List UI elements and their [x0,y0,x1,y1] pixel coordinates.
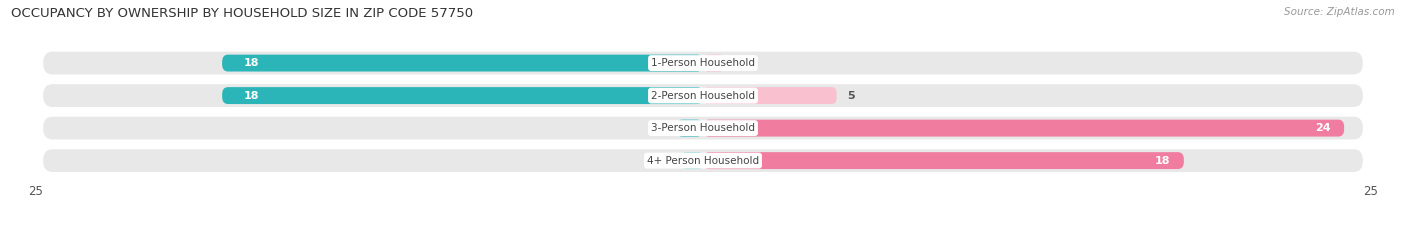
FancyBboxPatch shape [44,52,1362,75]
Text: 1: 1 [697,123,706,133]
Text: 3-Person Household: 3-Person Household [651,123,755,133]
Text: 18: 18 [243,58,259,68]
FancyBboxPatch shape [703,120,1344,137]
Text: 1-Person Household: 1-Person Household [651,58,755,68]
FancyBboxPatch shape [222,55,703,72]
FancyBboxPatch shape [44,84,1362,107]
Text: 4+ Person Household: 4+ Person Household [647,156,759,166]
Text: Source: ZipAtlas.com: Source: ZipAtlas.com [1284,7,1395,17]
FancyBboxPatch shape [682,152,703,169]
FancyBboxPatch shape [676,120,703,137]
FancyBboxPatch shape [703,55,724,72]
Legend: Owner-occupied, Renter-occupied: Owner-occupied, Renter-occupied [595,231,811,233]
Text: OCCUPANCY BY OWNERSHIP BY HOUSEHOLD SIZE IN ZIP CODE 57750: OCCUPANCY BY OWNERSHIP BY HOUSEHOLD SIZE… [11,7,474,20]
Text: 18: 18 [243,91,259,101]
FancyBboxPatch shape [44,149,1362,172]
Text: 2-Person Household: 2-Person Household [651,91,755,101]
FancyBboxPatch shape [222,87,703,104]
Text: 0: 0 [669,156,676,166]
FancyBboxPatch shape [703,152,1184,169]
Text: 5: 5 [848,91,855,101]
Text: 24: 24 [1315,123,1330,133]
FancyBboxPatch shape [44,117,1362,140]
Text: 18: 18 [1154,156,1170,166]
Text: 0: 0 [730,58,737,68]
FancyBboxPatch shape [703,87,837,104]
